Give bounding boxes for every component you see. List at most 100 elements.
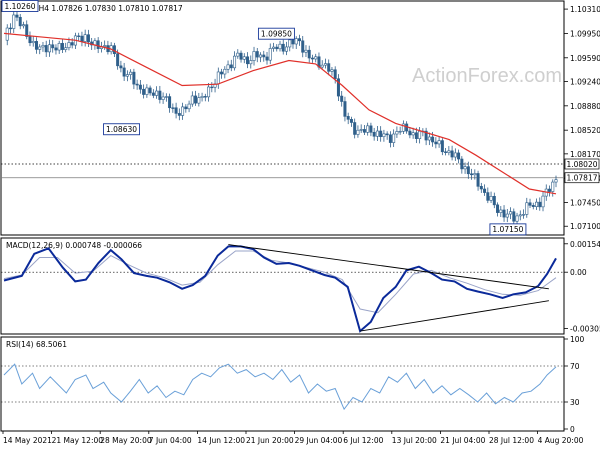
candle-body [31,41,35,44]
candle-body [34,41,38,50]
candle-body [190,95,194,105]
candle-body [220,71,224,75]
candle-body [161,96,165,100]
x-tick-label: 28 May 20:00 [100,436,152,445]
candle-body [255,51,259,58]
candle-body [151,92,155,96]
candle-body [502,209,506,218]
candle-body [112,45,116,55]
candle-body [499,209,503,213]
price-ytick-label: 1.09240 [570,77,600,86]
rsi-ytick-label: 70 [570,362,580,371]
candle-body [382,133,386,138]
candle-body [164,96,168,98]
candle-body [70,42,74,46]
candle-body [135,83,139,86]
candle-body [200,96,204,98]
candle-body [194,95,198,104]
candle-body [15,14,19,18]
candle-body [535,201,539,207]
candle-body [47,44,51,53]
candle-body [116,53,120,67]
candle-body [41,45,45,48]
current-price-box [564,172,600,184]
rsi-header: RSI(14) 68.5061 [6,340,67,349]
candle-body [51,44,55,49]
candle-body [57,43,61,51]
macd-pane: MACD(12,26,9) 0.000748 -0.000066 0.00154… [0,237,600,335]
level-price-label: 1.08020 [566,160,597,169]
candle-body [333,69,337,80]
candle-body [528,202,532,206]
candle-body [242,56,246,60]
candle-body [447,150,451,153]
level-price-box [564,158,600,170]
candle-body [54,47,58,51]
candle-body [103,45,107,47]
candle-body [174,107,178,114]
price-ytick-label: 1.08520 [570,126,600,135]
macd-header: MACD(12,26,9) 0.000748 -0.000066 [6,241,142,250]
candle-body [122,67,126,77]
candle-body [522,214,526,216]
candle-body [379,130,383,138]
x-tick-label: 14 May 2021 [3,436,52,445]
rsi-line [3,363,557,411]
candle-body [330,69,334,72]
candle-body [525,202,529,215]
rsi-ytick-label: 30 [570,398,580,407]
candle-body [398,130,402,133]
price-callout-box [489,223,527,236]
candle-body [424,130,428,141]
candle-body [168,96,172,109]
candle-body [288,39,292,48]
candle-body [359,129,363,131]
price-ytick-label: 1.09950 [570,29,600,38]
candle-body [418,130,422,139]
macd-main-line [3,245,557,333]
candle-body [473,173,477,176]
candle-body [226,64,230,70]
candle-body [252,51,256,61]
candle-body [375,130,379,137]
candle-body [268,48,272,61]
candle-body [385,133,389,136]
candle-body [125,74,129,77]
candle-body [28,36,32,44]
price-pane: ActionForex.com EURCHF,H4 1.07826 1.0783… [0,0,600,236]
price-ytick-label: 1.07100 [570,222,600,231]
candle-body [343,101,347,117]
x-tick-label: 28 Jul 12:00 [489,436,534,445]
candle-body [353,122,357,135]
candle-body [184,106,188,110]
price-callout-label: 1.10260 [4,2,35,11]
candle-body [551,181,555,192]
candle-body [414,132,418,139]
candle-body [249,60,253,65]
price-ytick-label: 1.08880 [570,102,600,111]
candle-body [284,46,288,52]
rsi-ytick-label: 100 [570,335,585,344]
rsi-ytick-label: 0 [570,425,575,434]
candle-body [411,132,415,136]
candle-body [395,131,399,135]
x-tick-label: 4 Aug 20:00 [538,436,584,445]
moving-average-line [3,32,557,195]
x-tick-label: 21 May 12:00 [52,436,104,445]
macd-upper-trendline [228,244,549,290]
rsi-pane: RSI(14) 68.5061 100 70 30 0 [0,335,585,434]
candle-body [401,123,405,132]
candle-body [470,173,474,176]
candle-body [281,43,285,52]
candle-body [177,113,181,116]
candle-body [246,56,250,65]
candle-body [463,166,467,170]
candle-body [310,57,314,60]
candle-body [155,90,159,96]
candle-body [181,106,185,116]
macd-ytick-label: 0.00 [570,268,587,277]
candle-body [450,150,454,158]
candle-body [366,125,370,133]
candle-body [340,95,344,102]
